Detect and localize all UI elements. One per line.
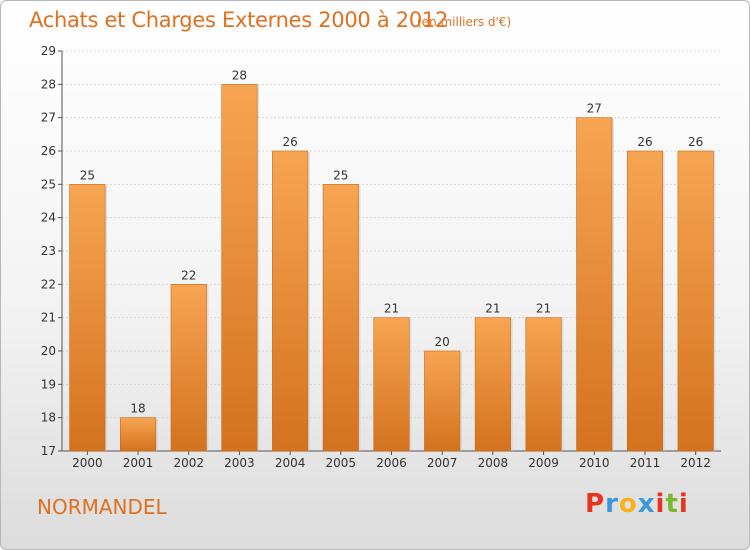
chart-subtitle: (en milliers d'€) [417, 15, 512, 29]
bar [677, 150, 714, 452]
logo-letter: P [585, 489, 606, 519]
bar-value-label: 21 [536, 302, 551, 316]
bar [322, 184, 359, 452]
bar-value-label: 25 [333, 168, 348, 182]
bar-value-label: 25 [80, 168, 95, 182]
logo-letter: t [665, 489, 679, 519]
x-tick-label: 2012 [680, 456, 711, 470]
bar [576, 117, 613, 452]
logo-letter: i [655, 489, 666, 519]
bar [170, 284, 207, 452]
bar-value-label: 18 [130, 402, 145, 416]
bar [373, 317, 410, 452]
bar [424, 350, 461, 452]
y-tick-label: 20 [41, 344, 56, 358]
chart-title: Achats et Charges Externes 2000 à 2012 [29, 8, 449, 32]
logo-letter: x [637, 489, 656, 519]
y-tick-label: 17 [41, 444, 56, 458]
bar-value-label: 27 [587, 102, 602, 116]
bar [221, 84, 258, 452]
bar-value-label: 21 [485, 302, 500, 316]
y-tick-label: 26 [41, 144, 56, 158]
x-tick-label: 2004 [275, 456, 306, 470]
bar [626, 150, 664, 452]
labels: 17 18 19 20 21 22 23 24 25 26 27 28 29 25 2000 18 2001 22… [41, 44, 711, 470]
y-tick-label: 24 [41, 211, 56, 225]
y-tick-label: 21 [41, 311, 56, 325]
y-tick-label: 18 [41, 411, 56, 425]
y-tick-label: 22 [41, 277, 56, 291]
bar [69, 184, 106, 452]
y-tick-label: 25 [41, 177, 56, 191]
logo-letter: r [605, 489, 619, 519]
bar [119, 417, 157, 452]
y-tick-label: 28 [41, 77, 56, 91]
bar-value-label: 20 [435, 335, 450, 349]
x-tick-label: 2008 [478, 456, 509, 470]
logo-letter: o [618, 489, 638, 519]
bar-value-label: 22 [181, 268, 196, 282]
x-tick-label: 2009 [528, 456, 559, 470]
bar-value-label: 26 [282, 135, 297, 149]
bar-value-label: 26 [688, 135, 703, 149]
proxiti-logo: Proxiti [585, 489, 689, 519]
bar [525, 317, 562, 452]
x-tick-label: 2001 [123, 456, 154, 470]
x-tick-label: 2003 [224, 456, 255, 470]
commune-name: NORMANDEL [37, 495, 167, 519]
bar-value-label: 21 [384, 302, 399, 316]
y-tick-label: 29 [41, 44, 56, 58]
bar [272, 150, 309, 452]
x-tick-label: 2010 [579, 456, 610, 470]
logo-letter: i [678, 489, 689, 519]
x-tick-label: 2007 [427, 456, 458, 470]
x-tick-label: 2005 [326, 456, 357, 470]
x-tick-label: 2011 [630, 456, 661, 470]
y-tick-label: 27 [41, 111, 56, 125]
bar-value-label: 28 [232, 68, 247, 82]
bar-value-label: 26 [637, 135, 652, 149]
y-tick-label: 19 [41, 377, 56, 391]
y-tick-label: 23 [41, 244, 56, 258]
bars [69, 84, 716, 452]
x-tick-label: 2006 [376, 456, 407, 470]
x-tick-label: 2000 [72, 456, 103, 470]
bar [474, 317, 511, 452]
x-tick-label: 2002 [173, 456, 204, 470]
